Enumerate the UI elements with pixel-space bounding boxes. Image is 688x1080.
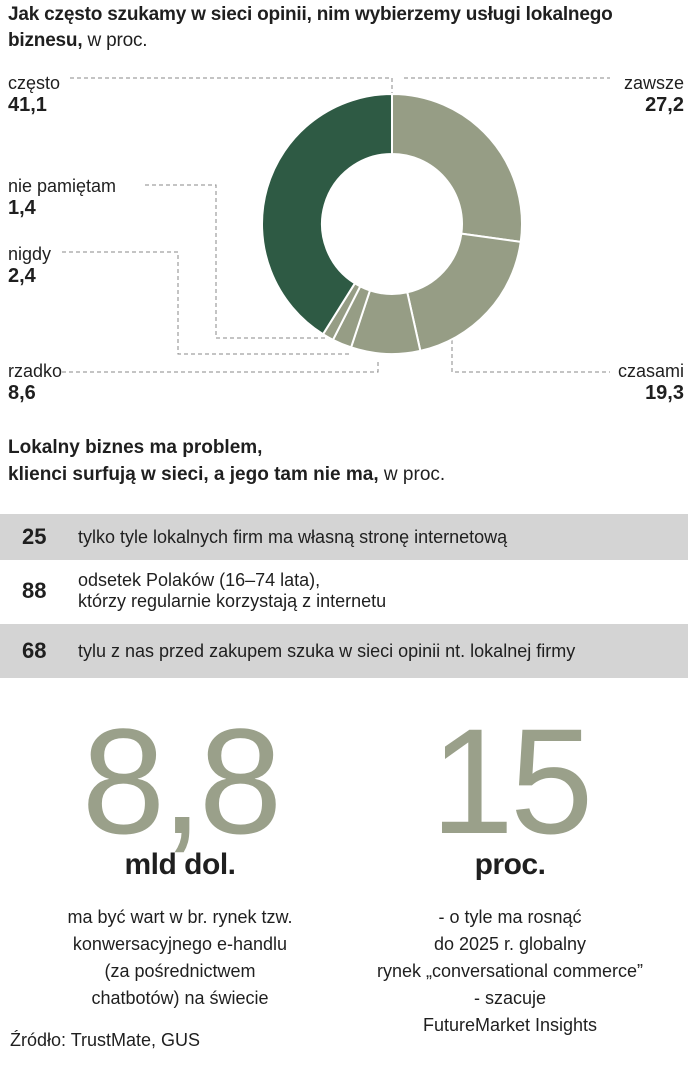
stat-text-line: tylu z nas przed zakupem szuka w sieci o… [78, 640, 576, 661]
leader-lines [62, 77, 610, 373]
label-nie-pamietam-name: nie pamiętam [8, 176, 117, 196]
label-czasami-value: 19,3 [645, 382, 684, 404]
leader-line [70, 77, 393, 94]
stat-row: 68 tylu z nas przed zakupem szuka w siec… [0, 624, 688, 678]
label-czesto-value: 41,1 [8, 94, 47, 116]
label-czesto-name: często [8, 73, 61, 93]
stat-text: tylko tyle lokalnych firm ma własną stro… [78, 527, 507, 548]
highlight-line: (za pośrednictwem [104, 961, 256, 981]
stat-text-line: odsetek Polaków (16–74 lata), [78, 570, 321, 590]
highlight-number: 8,8 [81, 697, 283, 865]
donut-slices [261, 92, 523, 355]
label-nie-pamietam: nie pamiętam 1,4 [8, 175, 116, 219]
highlight-unit: proc. [474, 848, 546, 881]
section-title: Lokalny biznes ma problem, klienci surfu… [8, 434, 678, 488]
label-rzadko-name: rzadko [8, 361, 63, 381]
slice-czasami [406, 232, 522, 353]
label-zawsze-value: 27,2 [645, 94, 684, 116]
label-nie-pamietam-value: 1,4 [8, 197, 36, 219]
stat-text-line: tylko tyle lokalnych firm ma własną stro… [78, 526, 508, 547]
label-zawsze-name: zawsze [623, 73, 684, 93]
highlight-description: ma być wart w br. rynek tzw. konwersacyj… [10, 904, 350, 1012]
stat-text: odsetek Polaków (16–74 lata), którzy reg… [78, 570, 386, 612]
stat-number: 88 [22, 578, 47, 603]
label-rzadko: rzadko 8,6 [8, 360, 62, 404]
highlight-line: rynek „conversational commerce” [376, 961, 644, 981]
highlight-line: - szacuje [473, 988, 547, 1008]
stat-row: 88 odsetek Polaków (16–74 lata), którzy … [0, 562, 688, 620]
donut-chart [62, 77, 610, 373]
stat-text-line: którzy regularnie korzystają z internetu [78, 591, 387, 611]
source-note: Źródło: TrustMate, GUS [10, 1030, 201, 1050]
highlight-number: 15 [430, 697, 594, 865]
chart-title-text: Jak często szukamy w sieci opinii, nim w… [8, 4, 613, 51]
highlight-line: FutureMarket Insights [422, 1015, 598, 1035]
label-czasami: czasami 19,3 [618, 360, 684, 404]
label-nigdy-value: 2,4 [8, 265, 36, 287]
label-nigdy: nigdy 2,4 [8, 243, 51, 287]
section-title-unit: w proc. [383, 464, 446, 485]
chart-title-unit: w proc. [87, 30, 148, 51]
highlight-line: - o tyle ma rosnąć [438, 907, 582, 927]
highlight-line: chatbotów) na świecie [91, 988, 269, 1008]
label-nigdy-name: nigdy [8, 244, 52, 264]
leader-line [451, 340, 610, 373]
section-title-line2: klienci surfują w sieci, a jego tam nie … [8, 464, 379, 485]
highlight-line: konwersacyjnego e-handlu [72, 934, 288, 954]
leader-line [62, 360, 379, 373]
label-rzadko-value: 8,6 [8, 382, 36, 404]
label-zawsze: zawsze 27,2 [624, 72, 684, 116]
slice-zawsze [391, 92, 523, 244]
section-title-line1: Lokalny biznes ma problem, [8, 437, 263, 458]
slice-często [261, 92, 393, 336]
highlight-description: - o tyle ma rosnąć do 2025 r. globalny r… [340, 904, 680, 1039]
label-czasami-name: czasami [617, 361, 684, 381]
highlight-line: do 2025 r. globalny [433, 934, 587, 954]
stat-row: 25 tylko tyle lokalnych firm ma własną s… [0, 514, 688, 560]
chart-title: Jak często szukamy w sieci opinii, nim w… [8, 2, 678, 54]
label-czesto: często 41,1 [8, 72, 60, 116]
highlight-line: ma być wart w br. rynek tzw. [67, 907, 293, 927]
highlight-unit: mld dol. [124, 848, 237, 881]
stat-text: tylu z nas przed zakupem szuka w sieci o… [78, 641, 575, 662]
leader-line [62, 251, 350, 355]
stat-number: 25 [22, 524, 47, 549]
stat-number: 68 [22, 638, 47, 663]
leader-line [145, 184, 340, 339]
